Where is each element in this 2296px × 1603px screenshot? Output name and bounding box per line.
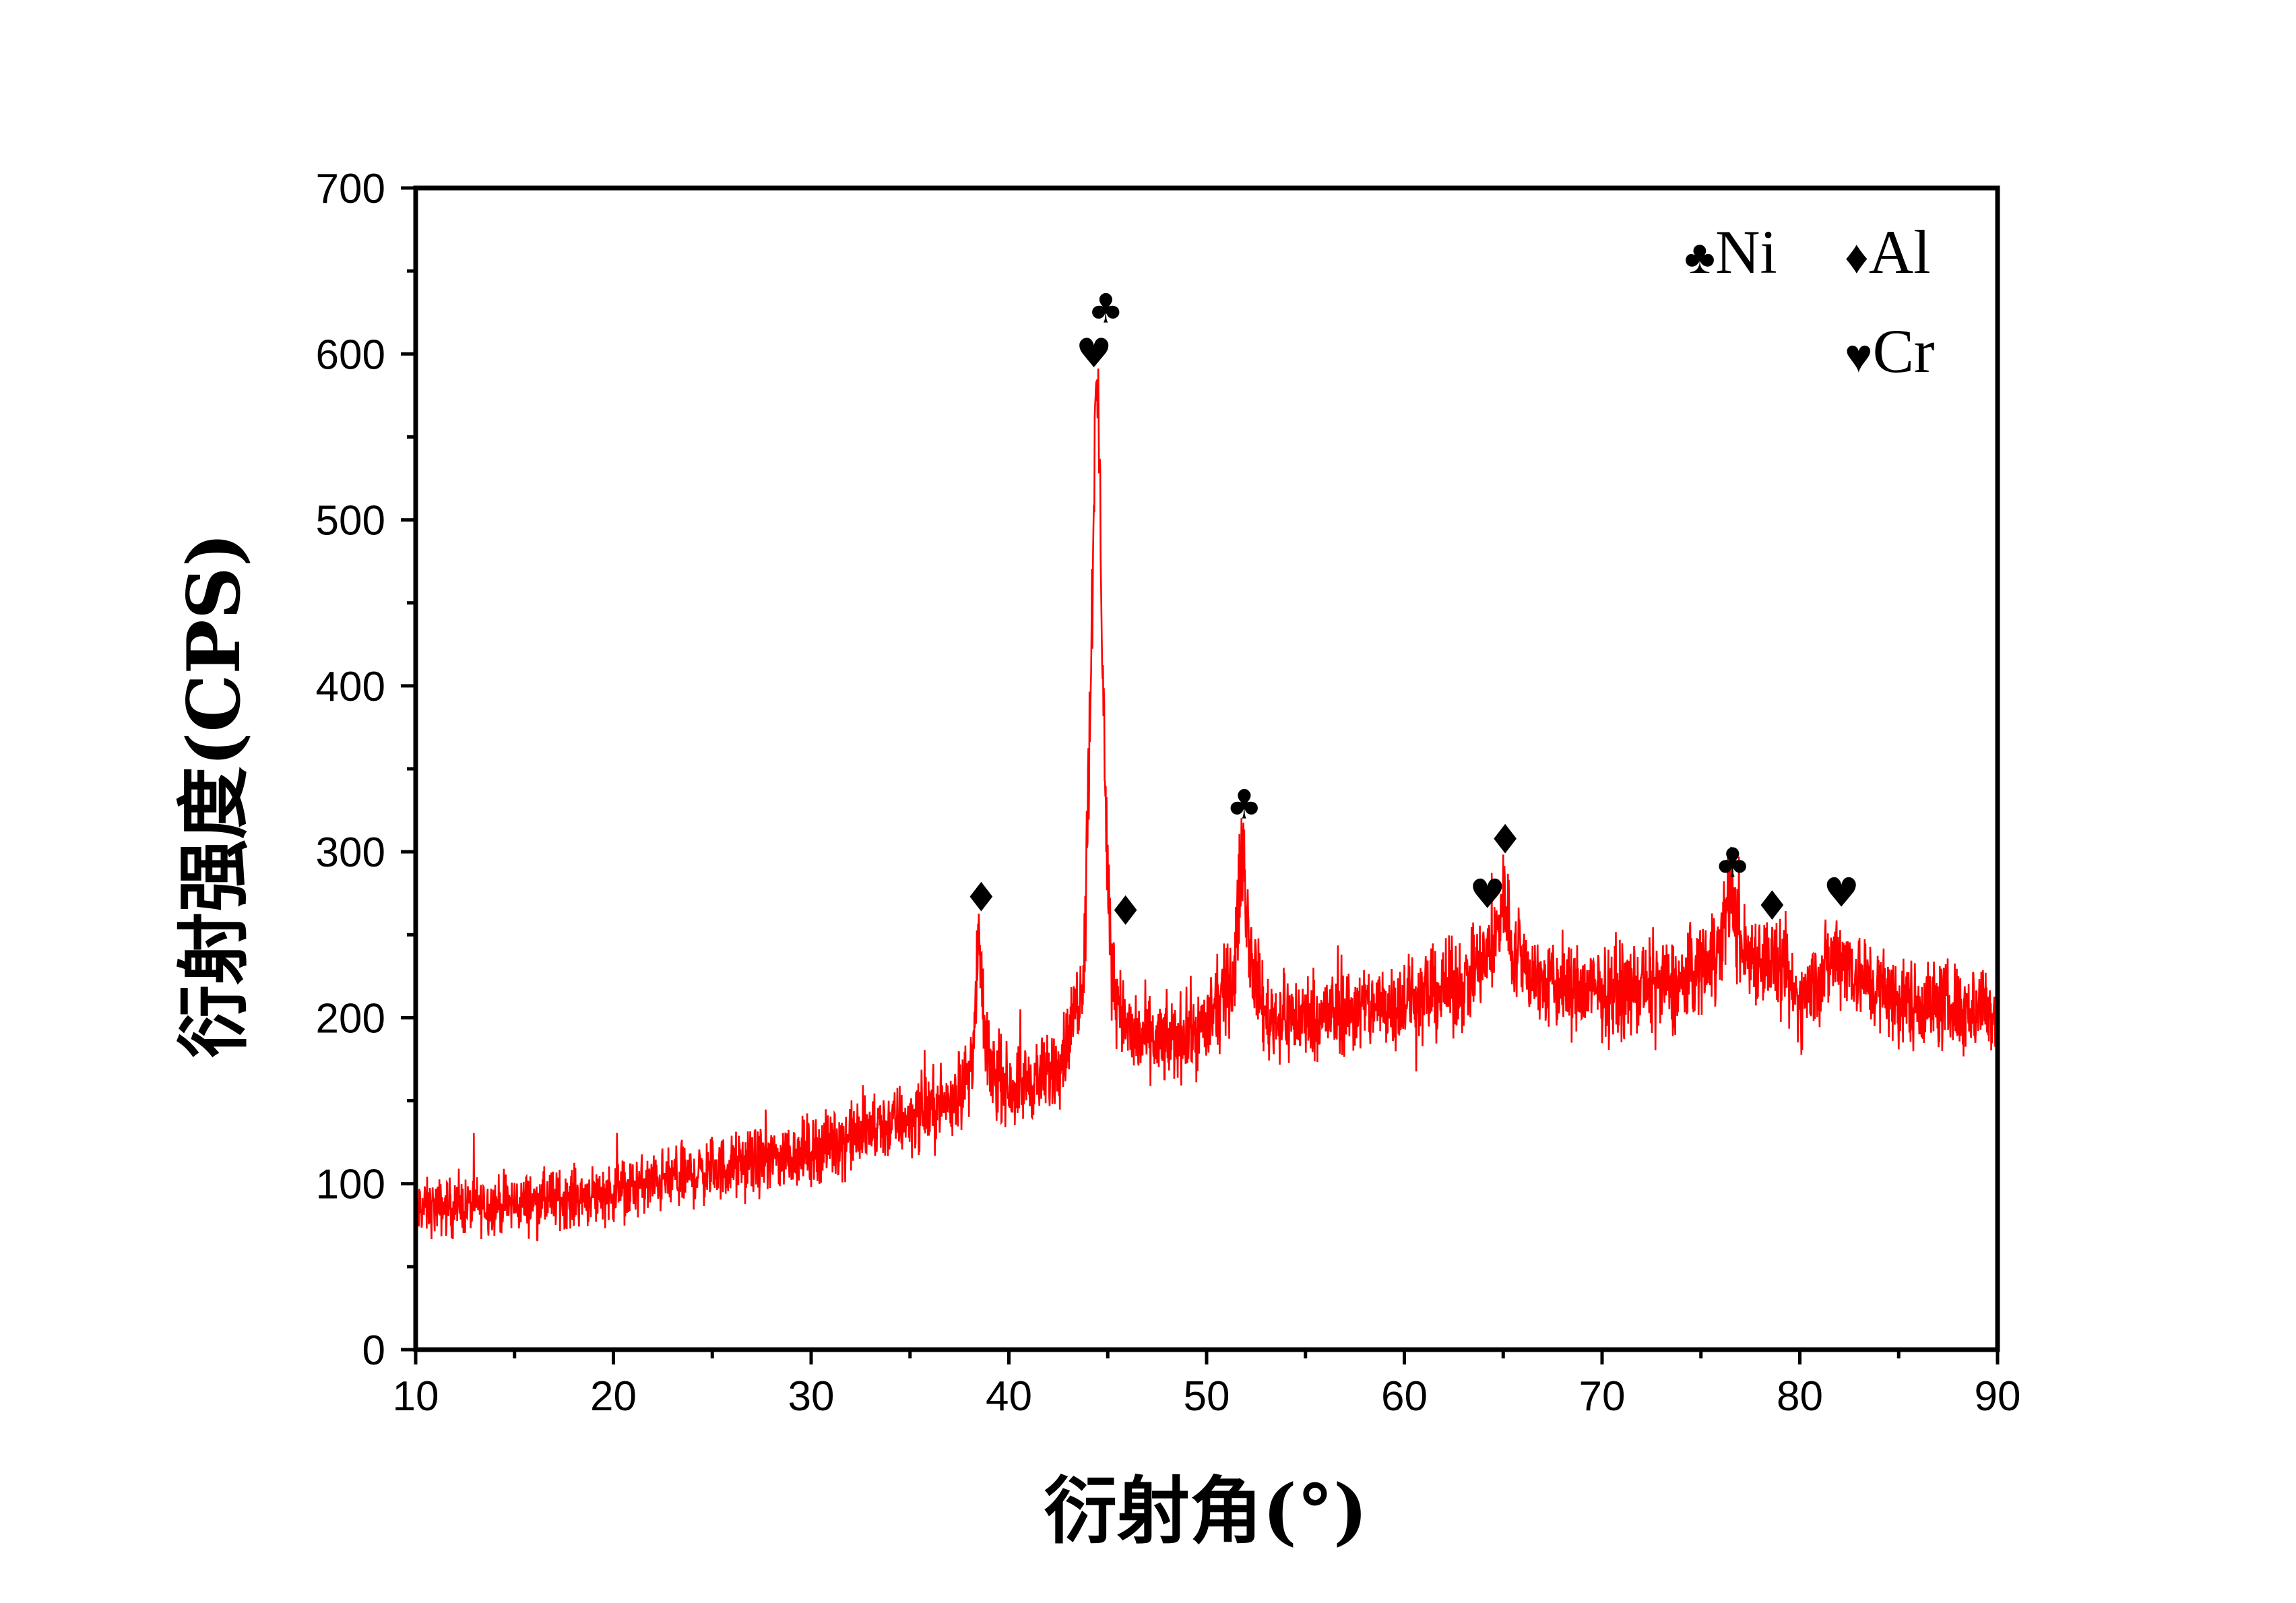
x-tick-label: 40 (986, 1373, 1032, 1420)
y-tick-label: 300 (316, 829, 385, 876)
y-tick-label: 100 (316, 1162, 385, 1208)
legend-entry-al: ♦Al (1845, 218, 1931, 286)
peak-marker-ni: ♣ (1087, 285, 1124, 332)
peak-marker-al: ♦ (1108, 887, 1144, 935)
y-tick-label: 200 (316, 995, 385, 1042)
x-axis-label: 衍射角(°) (1044, 1469, 1368, 1554)
y-tick-label: 500 (316, 498, 385, 544)
peak-marker-cr: ♥ (1823, 869, 1859, 916)
x-tick-label: 60 (1381, 1373, 1428, 1420)
data-series-layer (414, 368, 1998, 1242)
x-tick-label: 70 (1579, 1373, 1626, 1420)
x-tick-label: 10 (393, 1373, 439, 1420)
peak-marker-cr: ♥ (1076, 330, 1112, 377)
peak-markers: ♦♥♣♦♣♥♦ ♣♦ ♥ (963, 285, 1860, 935)
y-tick-label: 0 (362, 1327, 385, 1374)
peak-marker-al: ♦ (1487, 816, 1523, 863)
axis-ticks: 10 20 30 40 50 60 70 80 90 0 100 200 300 400 500 600 700 (316, 166, 2021, 1420)
peak-marker-cr: ♥ (1469, 871, 1506, 918)
x-tick-label: 30 (788, 1373, 835, 1420)
peak-marker-al: ♦ (1754, 883, 1791, 930)
x-tick-label: 90 (1975, 1373, 2021, 1420)
legend-entry-ni: ♣Ni (1684, 218, 1777, 286)
x-tick-label: 50 (1184, 1373, 1230, 1420)
peak-marker-ni: ♣ (1715, 840, 1751, 887)
y-axis-label: 衍射强度(CPS) (172, 532, 257, 1057)
x-tick-label: 80 (1777, 1373, 1823, 1420)
y-tick-label: 700 (316, 166, 385, 212)
y-tick-label: 600 (316, 332, 385, 378)
y-tick-label: 400 (316, 664, 385, 710)
legend: ♣Ni ♦Al ♥Cr (1684, 218, 1935, 385)
xrd-series-line (414, 368, 1998, 1242)
peak-marker-ni: ♣ (1226, 782, 1263, 829)
x-tick-label: 20 (590, 1373, 637, 1420)
peak-marker-al: ♦ (963, 875, 1000, 922)
legend-entry-cr: ♥Cr (1845, 317, 1935, 385)
